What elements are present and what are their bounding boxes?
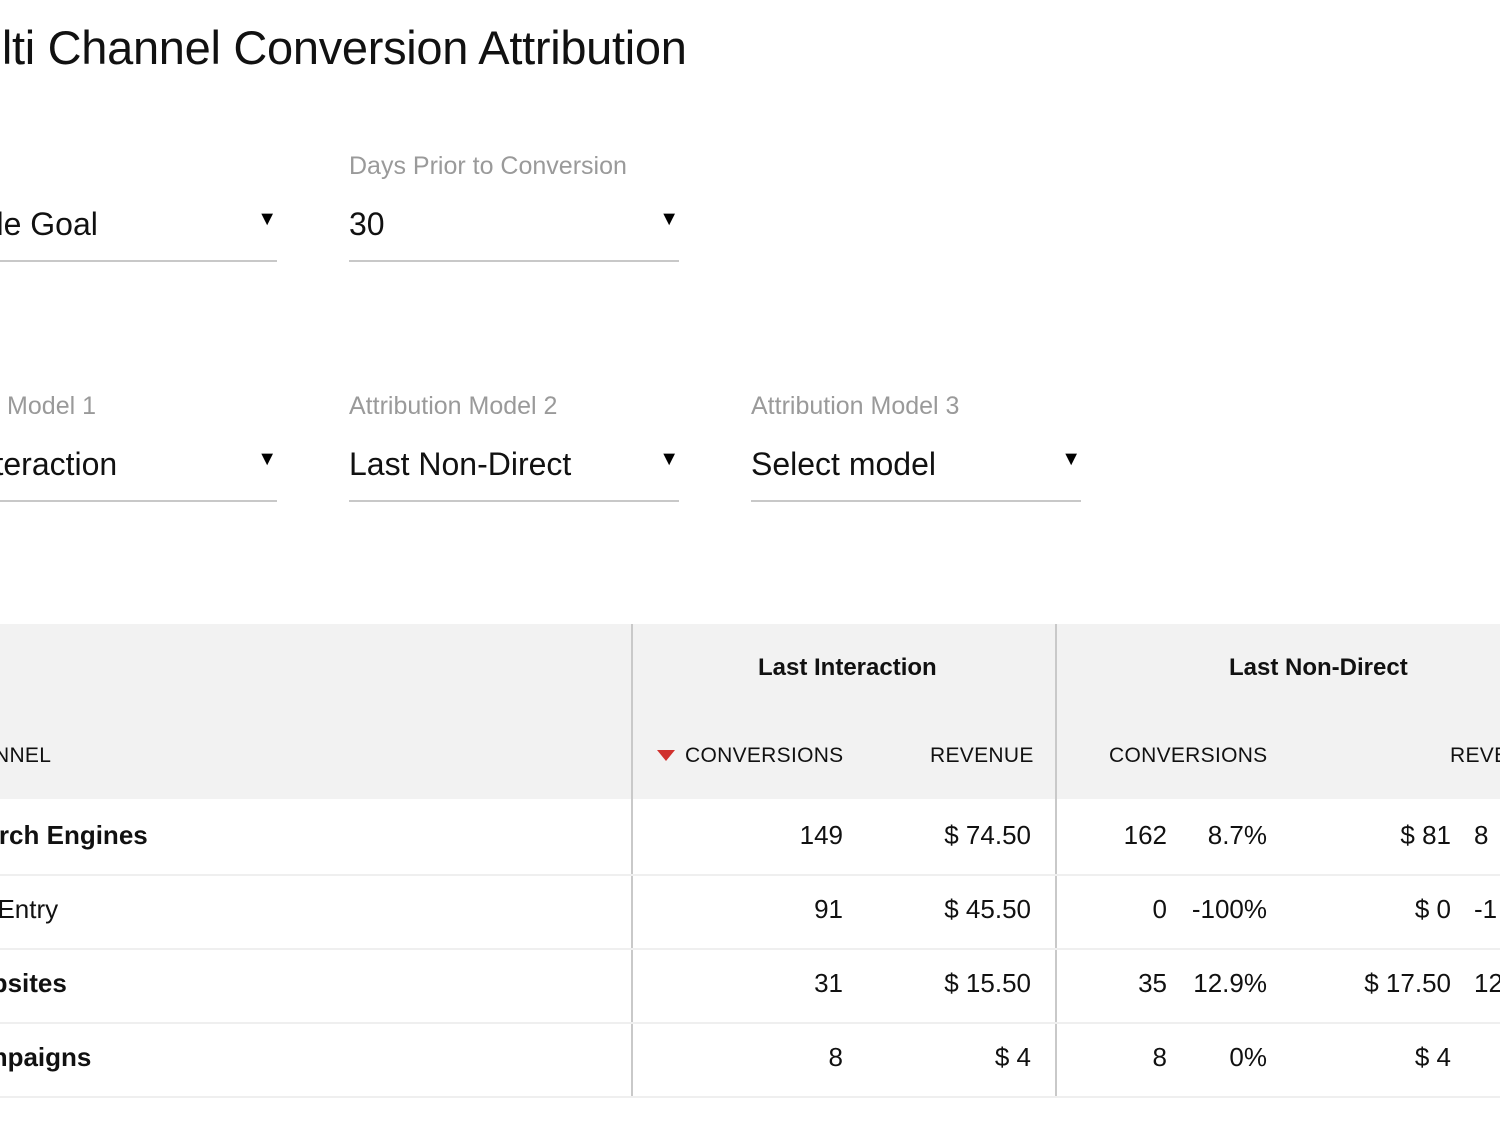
model3-label: Attribution Model 3	[751, 392, 960, 420]
lnd-conversions-change-cell: 12.9%	[1193, 968, 1267, 998]
goal-value: mple Goal	[0, 206, 98, 242]
lnd-revenue-cell: $ 17.50	[1364, 968, 1451, 998]
caret-down-icon: ▼	[257, 208, 277, 230]
days-select[interactable]: 30 ▼	[349, 192, 679, 262]
li-conversions-cell: 91	[814, 894, 843, 924]
sort-desc-icon[interactable]	[657, 750, 675, 761]
group-title-last-interaction: Last Interaction	[758, 654, 937, 681]
li-revenue-cell: $ 15.50	[944, 968, 1031, 998]
caret-down-icon: ▼	[257, 448, 277, 470]
lnd-conversions-change-cell: -100%	[1191, 894, 1267, 924]
model1-label: bution Model 1	[0, 392, 97, 420]
li-conversions-cell: 8	[828, 1042, 843, 1072]
li-conversions-header[interactable]: CONVERSIONS	[685, 744, 844, 767]
lnd-revenue-change-cell: 12	[1474, 968, 1500, 998]
channel-column-header[interactable]: NNEL	[0, 744, 52, 767]
lnd-revenue-header[interactable]: REVE	[1450, 744, 1500, 767]
group-title-last-non-direct: Last Non-Direct	[1229, 654, 1408, 681]
lnd-revenue-cell: $ 81	[1400, 820, 1451, 850]
lnd-conversions-cell: 162	[1123, 820, 1167, 850]
lnd-conversions-change-cell: 0%	[1229, 1042, 1267, 1072]
lnd-conversions-cell: 0	[1152, 894, 1167, 924]
li-revenue-cell: $ 4	[994, 1042, 1031, 1072]
caret-down-icon: ▼	[1061, 448, 1081, 470]
lnd-revenue-cell: $ 0	[1414, 894, 1451, 924]
table-row[interactable]: earch Engines 149 $ 74.50 162 8.7% $ 81 8	[0, 800, 1500, 876]
model3-select[interactable]: Select model ▼	[751, 432, 1081, 502]
model2-select[interactable]: Last Non-Direct ▼	[349, 432, 679, 502]
channel-cell: earch Engines	[0, 820, 148, 850]
li-revenue-cell: $ 45.50	[944, 894, 1031, 924]
lnd-revenue-change-cell: -1	[1474, 894, 1498, 924]
channel-cell: ampaigns	[0, 1042, 92, 1072]
lnd-conversions-header[interactable]: CONVERSIONS	[1109, 744, 1268, 767]
channel-cell: /ebsites	[0, 968, 67, 998]
model2-label: Attribution Model 2	[349, 392, 558, 420]
lnd-conversions-change-cell: 8.7%	[1207, 820, 1267, 850]
days-value: 30	[349, 206, 385, 242]
caret-down-icon: ▼	[659, 208, 679, 230]
channel-cell: ct Entry	[0, 894, 59, 924]
caret-down-icon: ▼	[659, 448, 679, 470]
li-conversions-cell: 31	[814, 968, 843, 998]
li-revenue-cell: $ 74.50	[944, 820, 1031, 850]
table-row[interactable]: ampaigns 8 $ 4 8 0% $ 4	[0, 1022, 1500, 1098]
column-divider	[1055, 624, 1057, 1096]
lnd-revenue-cell: $ 4	[1414, 1042, 1451, 1072]
table-row[interactable]: /ebsites 31 $ 15.50 35 12.9% $ 17.50 12	[0, 948, 1500, 1024]
page-title: ulti Channel Conversion Attribution	[0, 21, 687, 74]
lnd-conversions-cell: 35	[1138, 968, 1167, 998]
table-row[interactable]: ct Entry 91 $ 45.50 0 -100% $ 0 -1	[0, 874, 1500, 950]
model2-value: Last Non-Direct	[349, 446, 572, 482]
goal-select[interactable]: mple Goal ▼	[0, 192, 277, 262]
attribution-table: Last Interaction Last Non-Direct NNEL CO…	[0, 624, 1500, 1098]
table-header	[0, 624, 1500, 799]
model3-value: Select model	[751, 446, 936, 482]
days-label: Days Prior to Conversion	[349, 152, 627, 180]
lnd-revenue-change-cell: 8	[1474, 820, 1489, 850]
model1-select[interactable]: t Interaction ▼	[0, 432, 277, 502]
li-revenue-header[interactable]: REVENUE	[930, 744, 1034, 767]
column-divider	[631, 624, 633, 1096]
li-conversions-cell: 149	[799, 820, 843, 850]
lnd-conversions-cell: 8	[1152, 1042, 1167, 1072]
model1-value: t Interaction	[0, 446, 118, 482]
